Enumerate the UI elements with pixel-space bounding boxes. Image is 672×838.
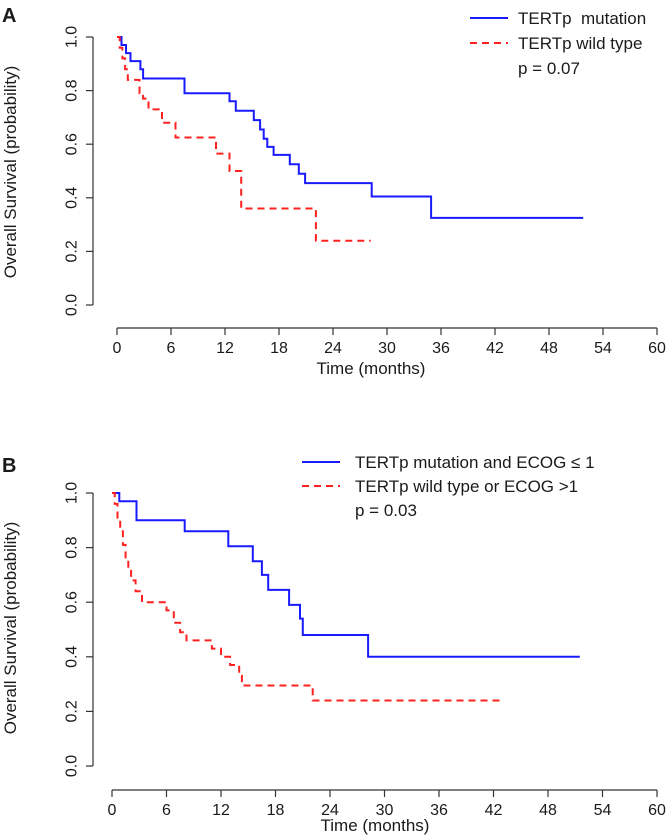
panel-a-y-tick-label: 0.0 bbox=[64, 294, 81, 316]
panel-b-y-axis: 0.0 0.2 0.4 0.6 0.8 1.0 bbox=[64, 482, 94, 777]
panel-b-y-axis-title: Overall Survival (probability) bbox=[1, 522, 20, 735]
panel-b-legend: TERTp mutation and ECOG ≤ 1 TERTp wild t… bbox=[302, 453, 595, 520]
panel-a: A 0.0 0.2 0.4 0.6 0.8 1.0 0 6 12 18 24 30 36 42 48 54 6… bbox=[1, 5, 666, 378]
panel-b-x-tick-label: 54 bbox=[594, 802, 612, 819]
panel-b-x-axis: 0 6 12 18 24 30 36 42 48 54 60 bbox=[108, 789, 666, 819]
panel-b-y-tick-label: 1.0 bbox=[64, 482, 81, 504]
panel-b-y-tick-label: 0.0 bbox=[64, 755, 81, 777]
panel-b-x-tick-label: 60 bbox=[648, 802, 666, 819]
panel-a-x-tick-label: 18 bbox=[270, 340, 288, 357]
panel-a-x-tick-label: 36 bbox=[432, 340, 450, 357]
panel-a-x-axis: 0 6 12 18 24 30 36 42 48 54 60 bbox=[113, 327, 666, 357]
panel-a-legend-label-mutation: TERTp mutation bbox=[518, 9, 646, 28]
panel-b-curve-wildtype bbox=[112, 492, 502, 702]
panel-a-y-axis-title: Overall Survival (probability) bbox=[1, 66, 20, 279]
panel-b: B 0.0 0.2 0.4 0.6 0.8 1.0 0 6 12 18 24 30 36 42 48 54 6… bbox=[1, 453, 666, 835]
panel-b-curves bbox=[112, 492, 580, 702]
panel-b-y-tick-label: 0.2 bbox=[64, 700, 81, 722]
panel-a-y-tick-label: 0.2 bbox=[64, 240, 81, 262]
panel-a-p-value: p = 0.07 bbox=[518, 59, 580, 78]
panel-b-x-tick-label: 24 bbox=[321, 802, 339, 819]
panel-a-y-tick-label: 0.4 bbox=[64, 187, 81, 209]
panel-a-letter: A bbox=[2, 5, 16, 27]
panel-b-x-tick-label: 48 bbox=[539, 802, 557, 819]
panel-b-x-tick-label: 30 bbox=[376, 802, 394, 819]
panel-b-x-tick-label: 6 bbox=[162, 802, 171, 819]
panel-a-x-tick-label: 42 bbox=[486, 340, 504, 357]
panel-b-x-tick-label: 36 bbox=[430, 802, 448, 819]
panel-a-curves bbox=[117, 36, 584, 242]
panel-b-curve-mutation bbox=[112, 492, 580, 658]
panel-a-y-axis: 0.0 0.2 0.4 0.6 0.8 1.0 bbox=[64, 26, 94, 316]
panel-a-x-tick-label: 54 bbox=[594, 340, 612, 357]
panel-b-y-tick-label: 0.4 bbox=[64, 646, 81, 668]
panel-b-p-value: p = 0.03 bbox=[355, 501, 417, 520]
panel-a-x-tick-label: 24 bbox=[324, 340, 342, 357]
panel-b-y-tick-label: 0.8 bbox=[64, 536, 81, 558]
panel-a-x-tick-label: 60 bbox=[648, 340, 666, 357]
panel-a-x-tick-label: 6 bbox=[167, 340, 176, 357]
panel-a-x-tick-label: 0 bbox=[113, 340, 122, 357]
panel-b-x-tick-label: 12 bbox=[212, 802, 230, 819]
panel-b-legend-label-mutation: TERTp mutation and ECOG ≤ 1 bbox=[355, 453, 595, 472]
panel-b-x-tick-label: 0 bbox=[108, 802, 117, 819]
panel-b-legend-label-wildtype: TERTp wild type or ECOG >1 bbox=[355, 477, 578, 496]
panel-a-legend: TERTp mutation TERTp wild type p = 0.07 bbox=[470, 9, 646, 78]
panel-a-x-tick-label: 30 bbox=[378, 340, 396, 357]
panel-b-x-tick-label: 42 bbox=[485, 802, 503, 819]
panel-b-y-tick-label: 0.6 bbox=[64, 591, 81, 613]
panel-a-x-tick-label: 12 bbox=[216, 340, 234, 357]
panel-b-letter: B bbox=[2, 455, 16, 477]
panel-b-x-axis-title: Time (months) bbox=[321, 816, 430, 835]
panel-a-x-tick-label: 48 bbox=[540, 340, 558, 357]
panel-a-x-axis-title: Time (months) bbox=[317, 359, 426, 378]
panel-a-y-tick-label: 0.8 bbox=[64, 79, 81, 101]
panel-a-y-tick-label: 0.6 bbox=[64, 133, 81, 155]
panel-a-legend-label-wildtype: TERTp wild type bbox=[518, 34, 642, 53]
panel-a-curve-wildtype bbox=[117, 36, 371, 242]
panel-a-y-tick-label: 1.0 bbox=[64, 26, 81, 48]
panel-b-x-tick-label: 18 bbox=[267, 802, 285, 819]
panel-a-curve-mutation bbox=[117, 36, 584, 219]
